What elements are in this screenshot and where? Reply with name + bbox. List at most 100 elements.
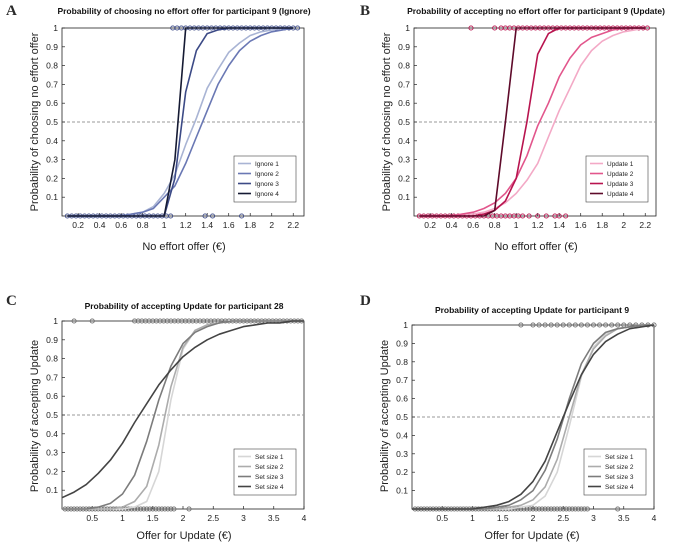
observation-marker <box>175 318 181 324</box>
observation-marker <box>150 506 156 512</box>
y-tick-label: 0.2 <box>46 466 58 476</box>
series-line-4 <box>412 324 655 510</box>
legend-label: Set size 4 <box>605 484 634 491</box>
panel-c: C Probability of accepting Update for pa… <box>6 293 307 542</box>
legend-label: Set size 3 <box>255 474 284 481</box>
observation-marker <box>468 25 474 31</box>
observation-marker <box>644 25 650 31</box>
legend-label: Set size 2 <box>605 464 634 471</box>
y-tick-label: 0.6 <box>46 391 58 401</box>
y-tick-label: 0.4 <box>398 136 410 146</box>
panel-letter: A <box>6 3 17 19</box>
observation-marker <box>150 318 156 324</box>
legend-label: Ignore 4 <box>255 191 279 198</box>
observation-marker <box>551 506 557 512</box>
observation-marker <box>542 506 548 512</box>
observation-marker <box>193 318 199 324</box>
observation-marker <box>536 506 542 512</box>
observation-marker <box>615 322 621 328</box>
observation-marker <box>492 25 498 31</box>
observation-marker <box>157 318 163 324</box>
observation-marker <box>182 318 188 324</box>
x-tick-label: 2 <box>181 513 186 523</box>
y-tick-label: 0.8 <box>398 61 410 71</box>
observation-marker <box>526 213 532 219</box>
panel-title: Probability of choosing no effort offer … <box>57 6 310 16</box>
observation-marker <box>139 318 145 324</box>
observation-marker <box>556 213 562 219</box>
y-tick-label: 0.2 <box>396 467 408 477</box>
observation-marker <box>132 318 138 324</box>
observation-marker <box>569 506 575 512</box>
x-tick-label: 0.6 <box>467 220 479 230</box>
observation-marker <box>89 318 95 324</box>
y-tick-label: 0.5 <box>396 412 408 422</box>
observation-marker <box>164 318 170 324</box>
observation-marker <box>210 213 216 219</box>
observation-marker <box>563 213 569 219</box>
y-tick-label: 0.6 <box>396 394 408 404</box>
legend-label: Set size 3 <box>605 474 634 481</box>
series-line-3 <box>62 320 304 510</box>
x-tick-label: 0.5 <box>436 513 448 523</box>
x-tick-label: 1 <box>470 513 475 523</box>
x-tick-label: 4 <box>652 513 657 523</box>
observation-marker <box>560 322 566 328</box>
y-tick-label: 1 <box>53 316 58 326</box>
x-tick-label: 0.4 <box>446 220 458 230</box>
panel-letter: B <box>360 3 370 19</box>
observation-marker <box>190 318 196 324</box>
observation-marker <box>142 318 149 324</box>
observation-marker <box>201 318 207 324</box>
y-tick-label: 0.6 <box>398 98 410 108</box>
y-tick-label: 0.8 <box>396 357 408 367</box>
observation-marker <box>71 318 77 324</box>
panel-d: D Probability of accepting Update for pa… <box>360 293 657 542</box>
observation-marker <box>578 506 584 512</box>
observation-marker <box>171 506 177 512</box>
legend-label: Update 2 <box>607 171 634 178</box>
y-axis-label: Probability of choosing no effort offer <box>29 32 41 211</box>
observation-marker <box>520 213 526 219</box>
y-tick-label: 0.3 <box>398 155 410 165</box>
y-tick-label: 0.1 <box>398 192 410 202</box>
x-tick-label: 1.2 <box>532 220 544 230</box>
y-tick-label: 0.7 <box>398 79 410 89</box>
legend-label: Update 4 <box>607 191 634 198</box>
x-tick-label: 0.8 <box>137 220 149 230</box>
observation-marker <box>563 506 569 512</box>
y-tick-label: 0.1 <box>396 486 408 496</box>
x-axis-label: No effort offer (€) <box>142 241 225 253</box>
observation-marker <box>204 318 210 324</box>
observation-marker <box>554 506 560 512</box>
observation-marker <box>147 506 153 512</box>
observation-marker <box>535 213 541 219</box>
legend-label: Set size 2 <box>255 464 284 471</box>
observation-marker <box>575 506 581 512</box>
y-tick-label: 0.9 <box>398 42 410 52</box>
legend-label: Set size 1 <box>605 454 634 461</box>
y-tick-label: 0.4 <box>46 136 58 146</box>
observation-marker <box>560 506 566 512</box>
x-tick-label: 1.8 <box>596 220 608 230</box>
x-tick-label: 1.4 <box>553 220 565 230</box>
observation-marker <box>590 322 597 328</box>
x-tick-label: 0.8 <box>489 220 501 230</box>
x-tick-label: 3 <box>241 513 246 523</box>
observation-marker <box>603 322 609 328</box>
observation-marker <box>138 506 144 512</box>
y-tick-label: 1 <box>405 23 410 33</box>
y-axis-label: Probability of accepting Update <box>379 340 391 492</box>
observation-marker <box>597 322 603 328</box>
x-tick-label: 1.6 <box>575 220 587 230</box>
observation-marker <box>536 322 542 328</box>
observation-marker <box>171 318 178 324</box>
observation-marker <box>186 506 192 512</box>
x-tick-label: 1 <box>162 220 167 230</box>
x-tick-label: 2.2 <box>287 220 299 230</box>
observation-marker <box>135 506 141 512</box>
y-axis-label: Probability of accepting Update <box>29 340 41 492</box>
x-tick-label: 2 <box>269 220 274 230</box>
x-axis-label: No effort offer (€) <box>494 241 577 253</box>
observation-marker <box>197 318 203 324</box>
